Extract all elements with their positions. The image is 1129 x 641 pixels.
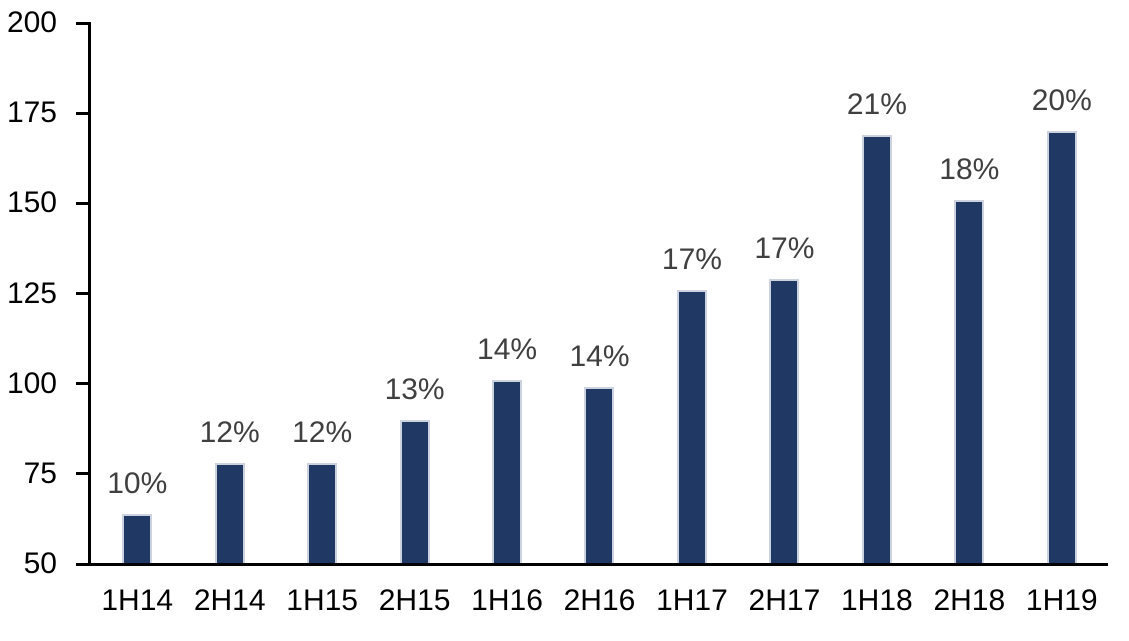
y-axis-tick-label: 100 [6, 366, 57, 400]
x-axis-labels: 1H14 2H14 1H15 2H15 1H16 2H16 1H17 2H17 1H18 2H18… [91, 584, 1108, 618]
x-axis-category-label: 2H18 [933, 584, 1006, 617]
bar-group: 17% [738, 23, 830, 564]
bar [861, 134, 892, 564]
x-axis-category-label: 2H15 [378, 584, 451, 617]
bar-group: 20% [1016, 23, 1108, 564]
x-axis-category-label: 1H17 [656, 584, 728, 617]
x-axis-line [88, 563, 1108, 566]
bar [307, 463, 338, 564]
y-axis-tick-label: 150 [6, 186, 57, 220]
x-axis-category-label: 1H15 [286, 584, 358, 617]
plot-area: 10% 12% 12% 13% 14% 14% 17% 17% 21% 18% 20% [91, 23, 1108, 564]
bar-value-label: 12% [292, 416, 353, 450]
bar-group: 12% [183, 23, 275, 564]
y-axis-tick [76, 21, 88, 25]
x-axis-category-label: 1H18 [840, 584, 913, 617]
bar-value-label: 14% [569, 340, 630, 374]
bar-value-label: 20% [1031, 84, 1092, 118]
bar-group: 14% [553, 23, 645, 564]
x-axis-category-label: 1H19 [1025, 584, 1098, 617]
bar-value-label: 14% [477, 333, 538, 367]
bar-group: 12% [276, 23, 368, 564]
x-axis-category-label: 2H17 [748, 584, 821, 617]
y-axis-tick [76, 382, 88, 386]
y-axis-tick [76, 472, 88, 476]
bar-group: 14% [461, 23, 553, 564]
y-axis-tick-label: 175 [6, 96, 57, 130]
bar [214, 463, 245, 564]
x-axis-category-label: 1H14 [101, 584, 174, 617]
y-axis-line [88, 22, 91, 566]
bar-group: 18% [923, 23, 1015, 564]
y-axis-tick [76, 111, 88, 115]
y-axis-tick-label: 125 [6, 276, 57, 310]
y-axis-tick [76, 201, 88, 205]
y-axis-tick-label: 50 [23, 547, 57, 580]
bar [676, 289, 707, 564]
x-axis-category-label: 1H16 [471, 584, 543, 617]
x-axis-category-label: 2H16 [563, 584, 636, 617]
bar-value-label: 21% [846, 87, 907, 121]
y-axis-tick [76, 292, 88, 295]
bar-value-label: 10% [107, 466, 168, 500]
bar-group: 21% [831, 23, 923, 564]
bar-value-label: 13% [384, 372, 445, 406]
bar-value-label: 17% [754, 232, 815, 266]
bar [954, 199, 985, 564]
bar-value-label: 17% [661, 242, 722, 276]
bar [122, 513, 153, 564]
bar [584, 387, 615, 564]
y-axis-labels: 50 75 100 125 150 175 200 [0, 8, 57, 579]
bar-value-label: 18% [939, 152, 1000, 186]
x-axis-category-label: 2H14 [193, 584, 266, 617]
bar-value-label: 12% [199, 416, 260, 450]
y-axis-ticks [76, 21, 88, 566]
y-axis-tick-label: 200 [6, 6, 57, 39]
bar [769, 279, 800, 564]
y-axis-tick-label: 75 [23, 456, 57, 490]
bar-group: 17% [646, 23, 738, 564]
bar-group: 10% [91, 23, 183, 564]
y-axis-tick [76, 562, 88, 566]
bar [1046, 131, 1077, 564]
bar-group: 13% [368, 23, 460, 564]
bar [399, 419, 430, 564]
bar [492, 380, 523, 564]
